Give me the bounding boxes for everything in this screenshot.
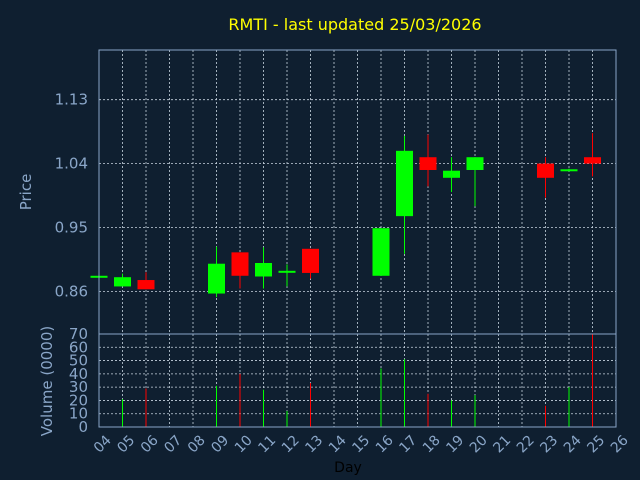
gridlines (99, 50, 616, 427)
candle-body (419, 157, 437, 170)
candle-body (372, 228, 390, 276)
candles (90, 133, 601, 298)
x-tick-label: 23 (537, 432, 561, 456)
x-tick-label: 15 (349, 432, 373, 456)
volume-tick-label: 0 (78, 418, 88, 436)
candle-body (466, 157, 484, 170)
candle-body (560, 169, 578, 172)
volume-tick-label: 40 (69, 365, 88, 383)
volume-bars (122, 334, 593, 427)
x-tick-label: 05 (114, 432, 138, 456)
volume-tick-label: 50 (69, 352, 88, 370)
volume-tick-label: 60 (69, 338, 88, 356)
volume-tick-label: 10 (69, 405, 88, 423)
candle-body (208, 263, 225, 294)
volume-tick-label: 30 (69, 378, 88, 396)
x-tick-label: 12 (279, 432, 303, 456)
volume-tick-label: 20 (69, 391, 88, 409)
x-tick-label: 09 (208, 432, 232, 456)
x-axis-label: Day (334, 460, 362, 476)
axis-ticks: 04 05 06 07 08 09 10 11 12 13 14 15 16 17 18 19 20 21 22 23… (55, 91, 632, 457)
x-tick-label: 14 (326, 432, 350, 456)
x-tick-label: 18 (420, 432, 444, 456)
candle-body (231, 252, 249, 276)
candle-body (396, 150, 413, 217)
chart-title: RMTI - last updated 25/03/2026 (228, 15, 481, 34)
candle-body (584, 157, 601, 164)
candle-body (537, 163, 554, 178)
x-tick-label: 08 (185, 432, 209, 456)
x-tick-label: 26 (608, 432, 632, 456)
price-tick-label: 0.86 (55, 282, 88, 300)
x-tick-label: 25 (584, 432, 608, 456)
x-tick-label: 13 (302, 432, 326, 456)
x-tick-label: 07 (161, 432, 185, 456)
volume-axis-label: Volume (0000) (38, 326, 56, 436)
x-tick-label: 04 (91, 432, 115, 456)
candle-body (278, 270, 296, 273)
candle-body (302, 248, 319, 273)
x-tick-label: 11 (255, 432, 279, 456)
price-tick-label: 1.13 (55, 91, 88, 109)
volume-panel-frame (98, 333, 617, 428)
candle-body (255, 263, 272, 277)
x-tick-label: 06 (138, 432, 162, 456)
price-tick-label: 0.95 (55, 219, 88, 237)
volume-tick-label: 70 (69, 325, 88, 343)
price-axis-label: Price (17, 174, 35, 211)
candle-body (443, 170, 460, 178)
x-tick-label: 16 (373, 432, 397, 456)
x-tick-label: 24 (561, 432, 585, 456)
x-tick-label: 22 (514, 432, 538, 456)
x-tick-label: 20 (467, 432, 491, 456)
x-tick-label: 17 (396, 432, 420, 456)
candle-body (137, 280, 155, 290)
x-tick-label: 10 (232, 432, 256, 456)
x-tick-label: 21 (490, 432, 514, 456)
x-tick-label: 19 (443, 432, 467, 456)
price-tick-label: 1.04 (55, 155, 88, 173)
candle-body (114, 277, 131, 287)
